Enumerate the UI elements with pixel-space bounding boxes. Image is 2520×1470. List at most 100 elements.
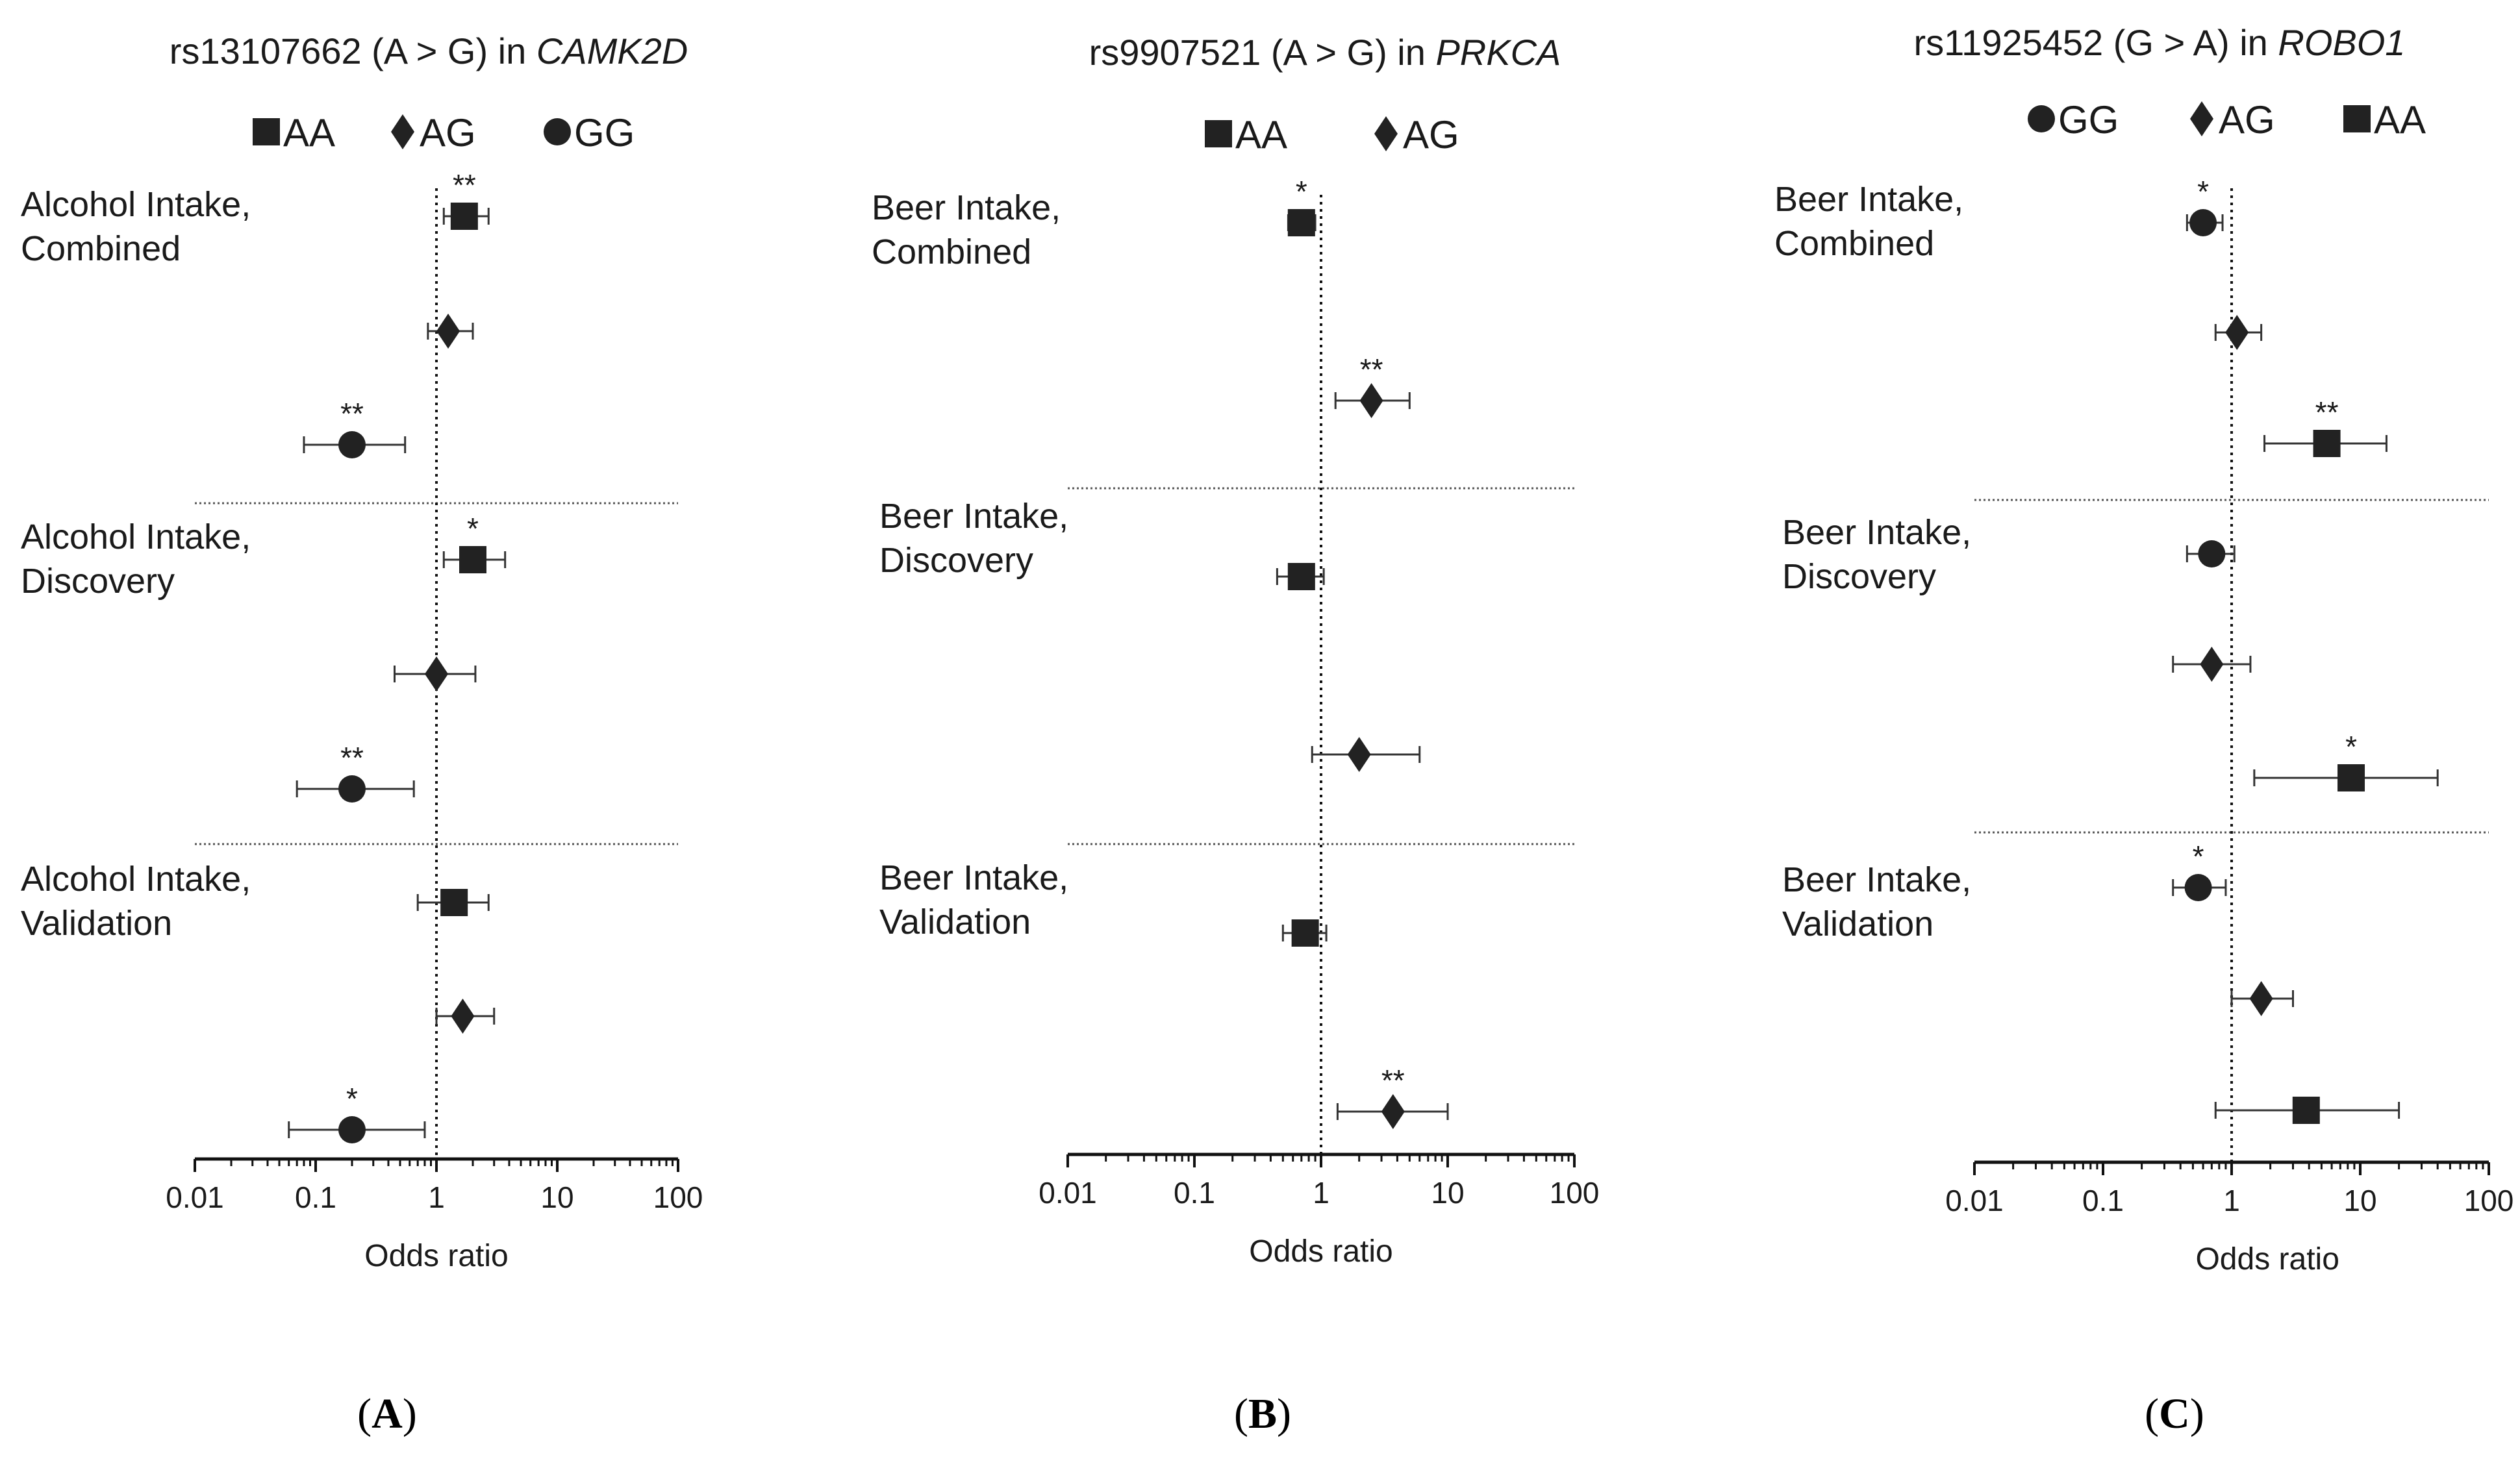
- legend-marker-square-icon: [253, 118, 280, 145]
- group-label-line: Beer Intake,: [879, 858, 1068, 897]
- point-marker-square-icon: [2292, 1097, 2320, 1124]
- significance-label: *: [346, 1082, 358, 1115]
- panel-label-c: (C): [2145, 1390, 2204, 1438]
- group-label-line: Combined: [1774, 224, 1934, 263]
- legend-label-ag: AG: [420, 111, 476, 155]
- point-marker-diamond-icon: [2249, 981, 2273, 1016]
- group-label-line: Discovery: [21, 562, 175, 601]
- legend-label-aa: AA: [1235, 113, 1287, 156]
- forest-panel-2: rs9907521 (A > G) in PRKCA AA AG Beer Intak…: [872, 32, 1599, 1269]
- chart-title-gene: ROBO1: [2278, 22, 2405, 63]
- point-marker-diamond-icon: [2200, 647, 2224, 682]
- point-marker-diamond-icon: [436, 314, 460, 349]
- legend-marker-circle-icon: [2028, 105, 2055, 132]
- legend-marker-diamond-icon: [391, 114, 414, 149]
- x-tick-label: 10: [2343, 1184, 2376, 1217]
- forest-panel-1: rs13107662 (A > G) in CAMK2D AA AG GG Alcoho…: [21, 31, 703, 1273]
- significance-label: *: [2345, 730, 2357, 764]
- point-marker-circle-icon: [338, 775, 366, 803]
- chart-title: rs9907521 (A > G) in PRKCA: [1089, 32, 1561, 73]
- point-marker-circle-icon: [338, 1116, 366, 1143]
- legend-marker-diamond-icon: [2190, 101, 2213, 136]
- point-marker-square-icon: [440, 889, 468, 916]
- significance-label: **: [1360, 353, 1383, 386]
- chart-title-snp: rs9907521 (A > G) in: [1089, 32, 1436, 73]
- point-marker-square-icon: [1287, 209, 1315, 236]
- significance-label: *: [467, 512, 479, 545]
- group-label-line: Validation: [21, 904, 172, 943]
- group-label-line: Validation: [879, 903, 1031, 941]
- x-tick-label: 1: [428, 1180, 445, 1214]
- x-axis-title: Odds ratio: [364, 1239, 508, 1273]
- legend-label-gg: GG: [2058, 98, 2119, 142]
- group-label-line: Beer Intake,: [1782, 513, 1971, 552]
- x-tick-label: 0.1: [295, 1180, 336, 1214]
- legend-label-ag: AG: [2219, 98, 2275, 142]
- point-marker-circle-icon: [2198, 540, 2226, 567]
- chart-title: rs13107662 (A > G) in CAMK2D: [170, 31, 688, 71]
- point-marker-circle-icon: [338, 431, 366, 458]
- x-tick-label: 0.1: [2082, 1184, 2124, 1217]
- x-tick-label: 1: [1313, 1176, 1329, 1210]
- x-tick-label: 1: [2223, 1184, 2240, 1217]
- group-label-line: Validation: [1782, 904, 1934, 943]
- group-label-line: Beer Intake,: [1774, 180, 1963, 219]
- chart-title-gene: PRKCA: [1435, 32, 1561, 73]
- x-tick-label: 10: [1431, 1176, 1464, 1210]
- point-marker-square-icon: [2337, 764, 2365, 791]
- x-tick-label: 0.01: [1945, 1184, 2004, 1217]
- chart-title-gene: CAMK2D: [536, 31, 688, 71]
- legend-marker-square-icon: [1205, 120, 1232, 147]
- point-marker-square-icon: [1291, 919, 1319, 947]
- significance-label: **: [340, 741, 364, 775]
- point-marker-circle-icon: [2184, 874, 2212, 901]
- x-tick-label: 10: [540, 1180, 573, 1214]
- point-marker-diamond-icon: [2225, 315, 2249, 350]
- point-marker-square-icon: [450, 203, 478, 230]
- significance-label: *: [1296, 175, 1307, 208]
- group-label-line: Alcohol Intake,: [21, 860, 251, 899]
- group-label-line: Beer Intake,: [1782, 860, 1971, 899]
- x-tick-label: 0.01: [166, 1180, 224, 1214]
- significance-label: **: [1381, 1064, 1405, 1097]
- x-tick-label: 100: [653, 1180, 703, 1214]
- chart-title: rs11925452 (G > A) in ROBO1: [1914, 22, 2406, 63]
- point-marker-diamond-icon: [1359, 383, 1383, 418]
- x-tick-label: 0.01: [1039, 1176, 1097, 1210]
- legend-marker-diamond-icon: [1374, 116, 1398, 151]
- group-label-line: Discovery: [879, 541, 1033, 580]
- significance-label: *: [2197, 175, 2209, 208]
- group-label-line: Alcohol Intake,: [21, 185, 251, 224]
- chart-title-snp: rs13107662 (A > G) in: [170, 31, 536, 71]
- group-label-line: Beer Intake,: [872, 188, 1061, 227]
- point-marker-circle-icon: [2189, 209, 2217, 236]
- group-label-line: Alcohol Intake,: [21, 517, 251, 556]
- point-marker-diamond-icon: [1381, 1094, 1405, 1129]
- point-marker-diamond-icon: [1347, 737, 1371, 772]
- panel-label-a: (A): [357, 1390, 417, 1438]
- legend-marker-square-icon: [2343, 105, 2371, 132]
- forest-panel-3: rs11925452 (G > A) in ROBO1 GG AG AA Beer In…: [1774, 22, 2514, 1277]
- x-tick-label: 100: [2464, 1184, 2514, 1217]
- x-axis-title: Odds ratio: [2195, 1242, 2339, 1277]
- x-tick-label: 0.1: [1174, 1176, 1215, 1210]
- x-tick-label: 100: [1550, 1176, 1600, 1210]
- chart-title-snp: rs11925452 (G > A) in: [1914, 22, 2278, 63]
- significance-label: *: [2193, 840, 2204, 873]
- legend-label-aa: AA: [2374, 98, 2426, 142]
- point-marker-square-icon: [1287, 563, 1315, 590]
- point-marker-diamond-icon: [425, 656, 448, 691]
- legend-marker-circle-icon: [544, 118, 571, 145]
- significance-label: **: [2315, 395, 2339, 429]
- legend-label-ag: AG: [1403, 113, 1459, 156]
- legend-label-aa: AA: [283, 111, 335, 155]
- group-label-line: Discovery: [1782, 557, 1936, 596]
- panel-label-b: (B): [1234, 1390, 1291, 1438]
- point-marker-square-icon: [2313, 430, 2341, 457]
- legend-label-gg: GG: [574, 111, 635, 155]
- point-marker-diamond-icon: [451, 999, 475, 1034]
- group-label-line: Beer Intake,: [879, 497, 1068, 536]
- significance-label: **: [340, 397, 364, 430]
- group-label-line: Combined: [21, 229, 181, 268]
